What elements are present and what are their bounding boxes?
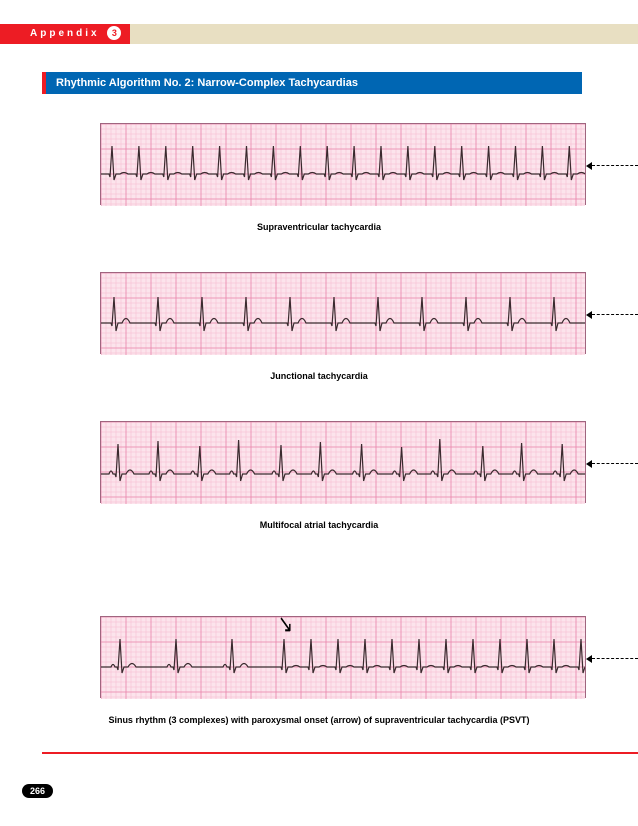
ecg-caption: Multifocal atrial tachycardia (0, 520, 638, 530)
ecg-caption: Junctional tachycardia (0, 371, 638, 381)
section-header: Rhythmic Algorithm No. 2: Narrow-Complex… (42, 72, 582, 94)
ecg-strip (100, 272, 586, 354)
ecg-caption: Supraventricular tachycardia (0, 222, 638, 232)
callout-arrow (592, 165, 638, 166)
appendix-tab: Appendix 3 (0, 24, 130, 44)
callout-arrow (592, 658, 638, 659)
page-number: 266 (22, 784, 53, 798)
callout-arrow (592, 314, 638, 315)
ecg-strip (100, 616, 586, 698)
appendix-label: Appendix (30, 28, 100, 39)
ecg-strip (100, 123, 586, 205)
callout-arrow (592, 463, 638, 464)
section-title: Rhythmic Algorithm No. 2: Narrow-Complex… (56, 77, 358, 89)
onset-arrow-icon: ↘ (278, 610, 293, 639)
ecg-strip (100, 421, 586, 503)
ecg-caption: Sinus rhythm (3 complexes) with paroxysm… (0, 715, 638, 725)
appendix-number-badge: 3 (107, 26, 121, 40)
footer-rule (42, 752, 638, 754)
